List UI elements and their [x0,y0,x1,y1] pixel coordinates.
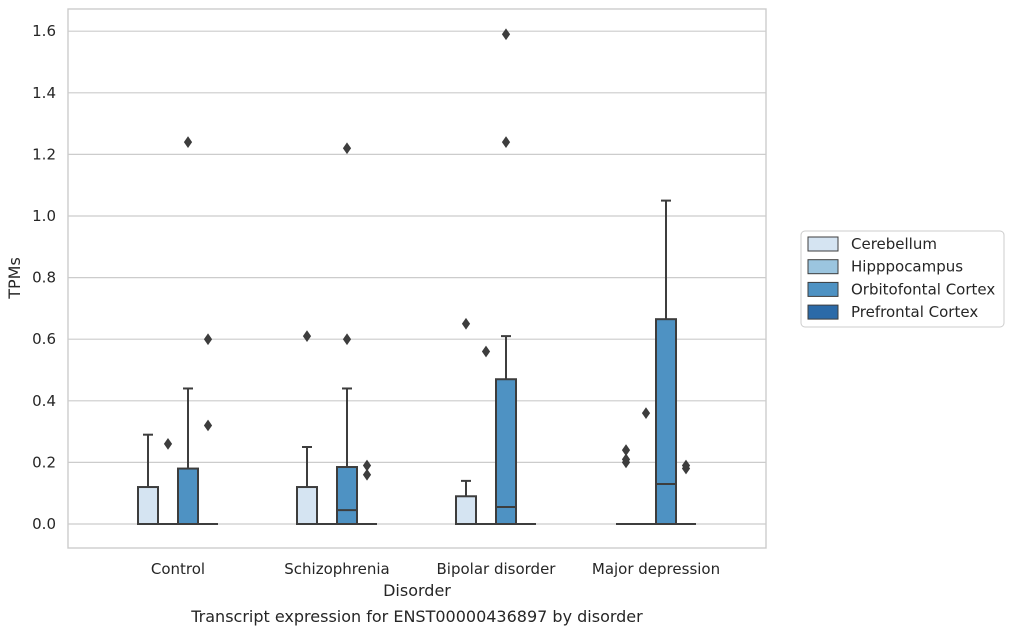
y-tick-label: 0.6 [32,330,56,348]
outlier-point [681,459,691,472]
box-0-3 [198,333,218,525]
legend-label: Prefrontal Cortex [851,303,978,321]
y-tick-label: 1.6 [32,22,56,40]
box-body [336,466,358,525]
grid-lines [68,30,766,525]
legend: Cerebellum Hipppocampus Orbitofontal Corte… [800,230,1005,328]
outlier-point [362,459,372,472]
y-tick-label: 1.4 [32,84,56,102]
legend-label: Orbitofontal Cortex [851,280,995,298]
box-3-3 [676,459,696,525]
outlier-point [501,136,511,148]
plot-area-frame [67,8,767,549]
outlier-point [163,438,173,450]
box-3-2 [655,199,677,525]
legend-swatch [807,236,839,252]
y-tick-label: 0.4 [32,392,56,410]
legend-label: Hipppocampus [851,258,963,276]
x-tick-label: Schizophrenia [284,560,389,578]
box-body [177,467,199,525]
box-3-1 [636,407,656,525]
box-2-0 [455,317,477,525]
box-0-2 [177,136,199,525]
outlier-point [203,333,213,346]
y-tick-labels: 0.0 0.2 0.4 0.6 0.8 1.0 1.2 1.4 1.6 [32,22,56,533]
figure-caption: Transcript expression for ENST0000043689… [190,607,643,626]
legend-swatch [807,281,839,297]
outlier-point [461,317,471,330]
outlier-point [621,453,631,466]
boxes-layer [137,28,696,526]
outlier-point [501,28,511,41]
outlier-point [621,444,631,456]
y-axis-title: TPMs [5,257,24,300]
box-body [495,378,517,525]
outlier-point [481,345,491,358]
outlier-point [362,468,372,481]
x-tick-label: Bipolar disorder [437,560,557,578]
box-0-0 [137,433,159,526]
box-2-2 [495,28,517,525]
legend-swatch [807,259,839,275]
box-3-0 [616,444,636,525]
y-tick-label: 1.2 [32,145,56,163]
box-0-1 [158,438,178,525]
outlier-point [183,136,193,148]
box-body [137,486,159,526]
outlier-point [342,142,352,155]
box-body [455,495,477,525]
box-2-1 [476,345,496,525]
y-tick-label: 1.0 [32,207,56,225]
outlier-point [641,407,651,419]
outlier-point [203,419,213,432]
x-tick-label: Major depression [592,560,720,578]
box-1-2 [336,142,358,525]
outlier-point [302,330,312,342]
box-body [655,318,677,525]
x-tick-labels: Control Schizophrenia Bipolar disorder Majo… [151,560,720,578]
y-tick-label: 0.8 [32,269,56,287]
outlier-point [342,333,352,346]
legend-frame [800,230,1005,328]
box-body [296,486,318,526]
y-tick-label: 0.2 [32,453,56,471]
y-tick-label: 0.0 [32,515,56,533]
box-1-0 [296,330,318,526]
x-axis-title: Disorder [383,581,451,600]
legend-swatch [807,304,839,320]
legend-label: Cerebellum [851,235,937,253]
box-1-3 [357,459,377,525]
x-tick-label: Control [151,560,205,578]
